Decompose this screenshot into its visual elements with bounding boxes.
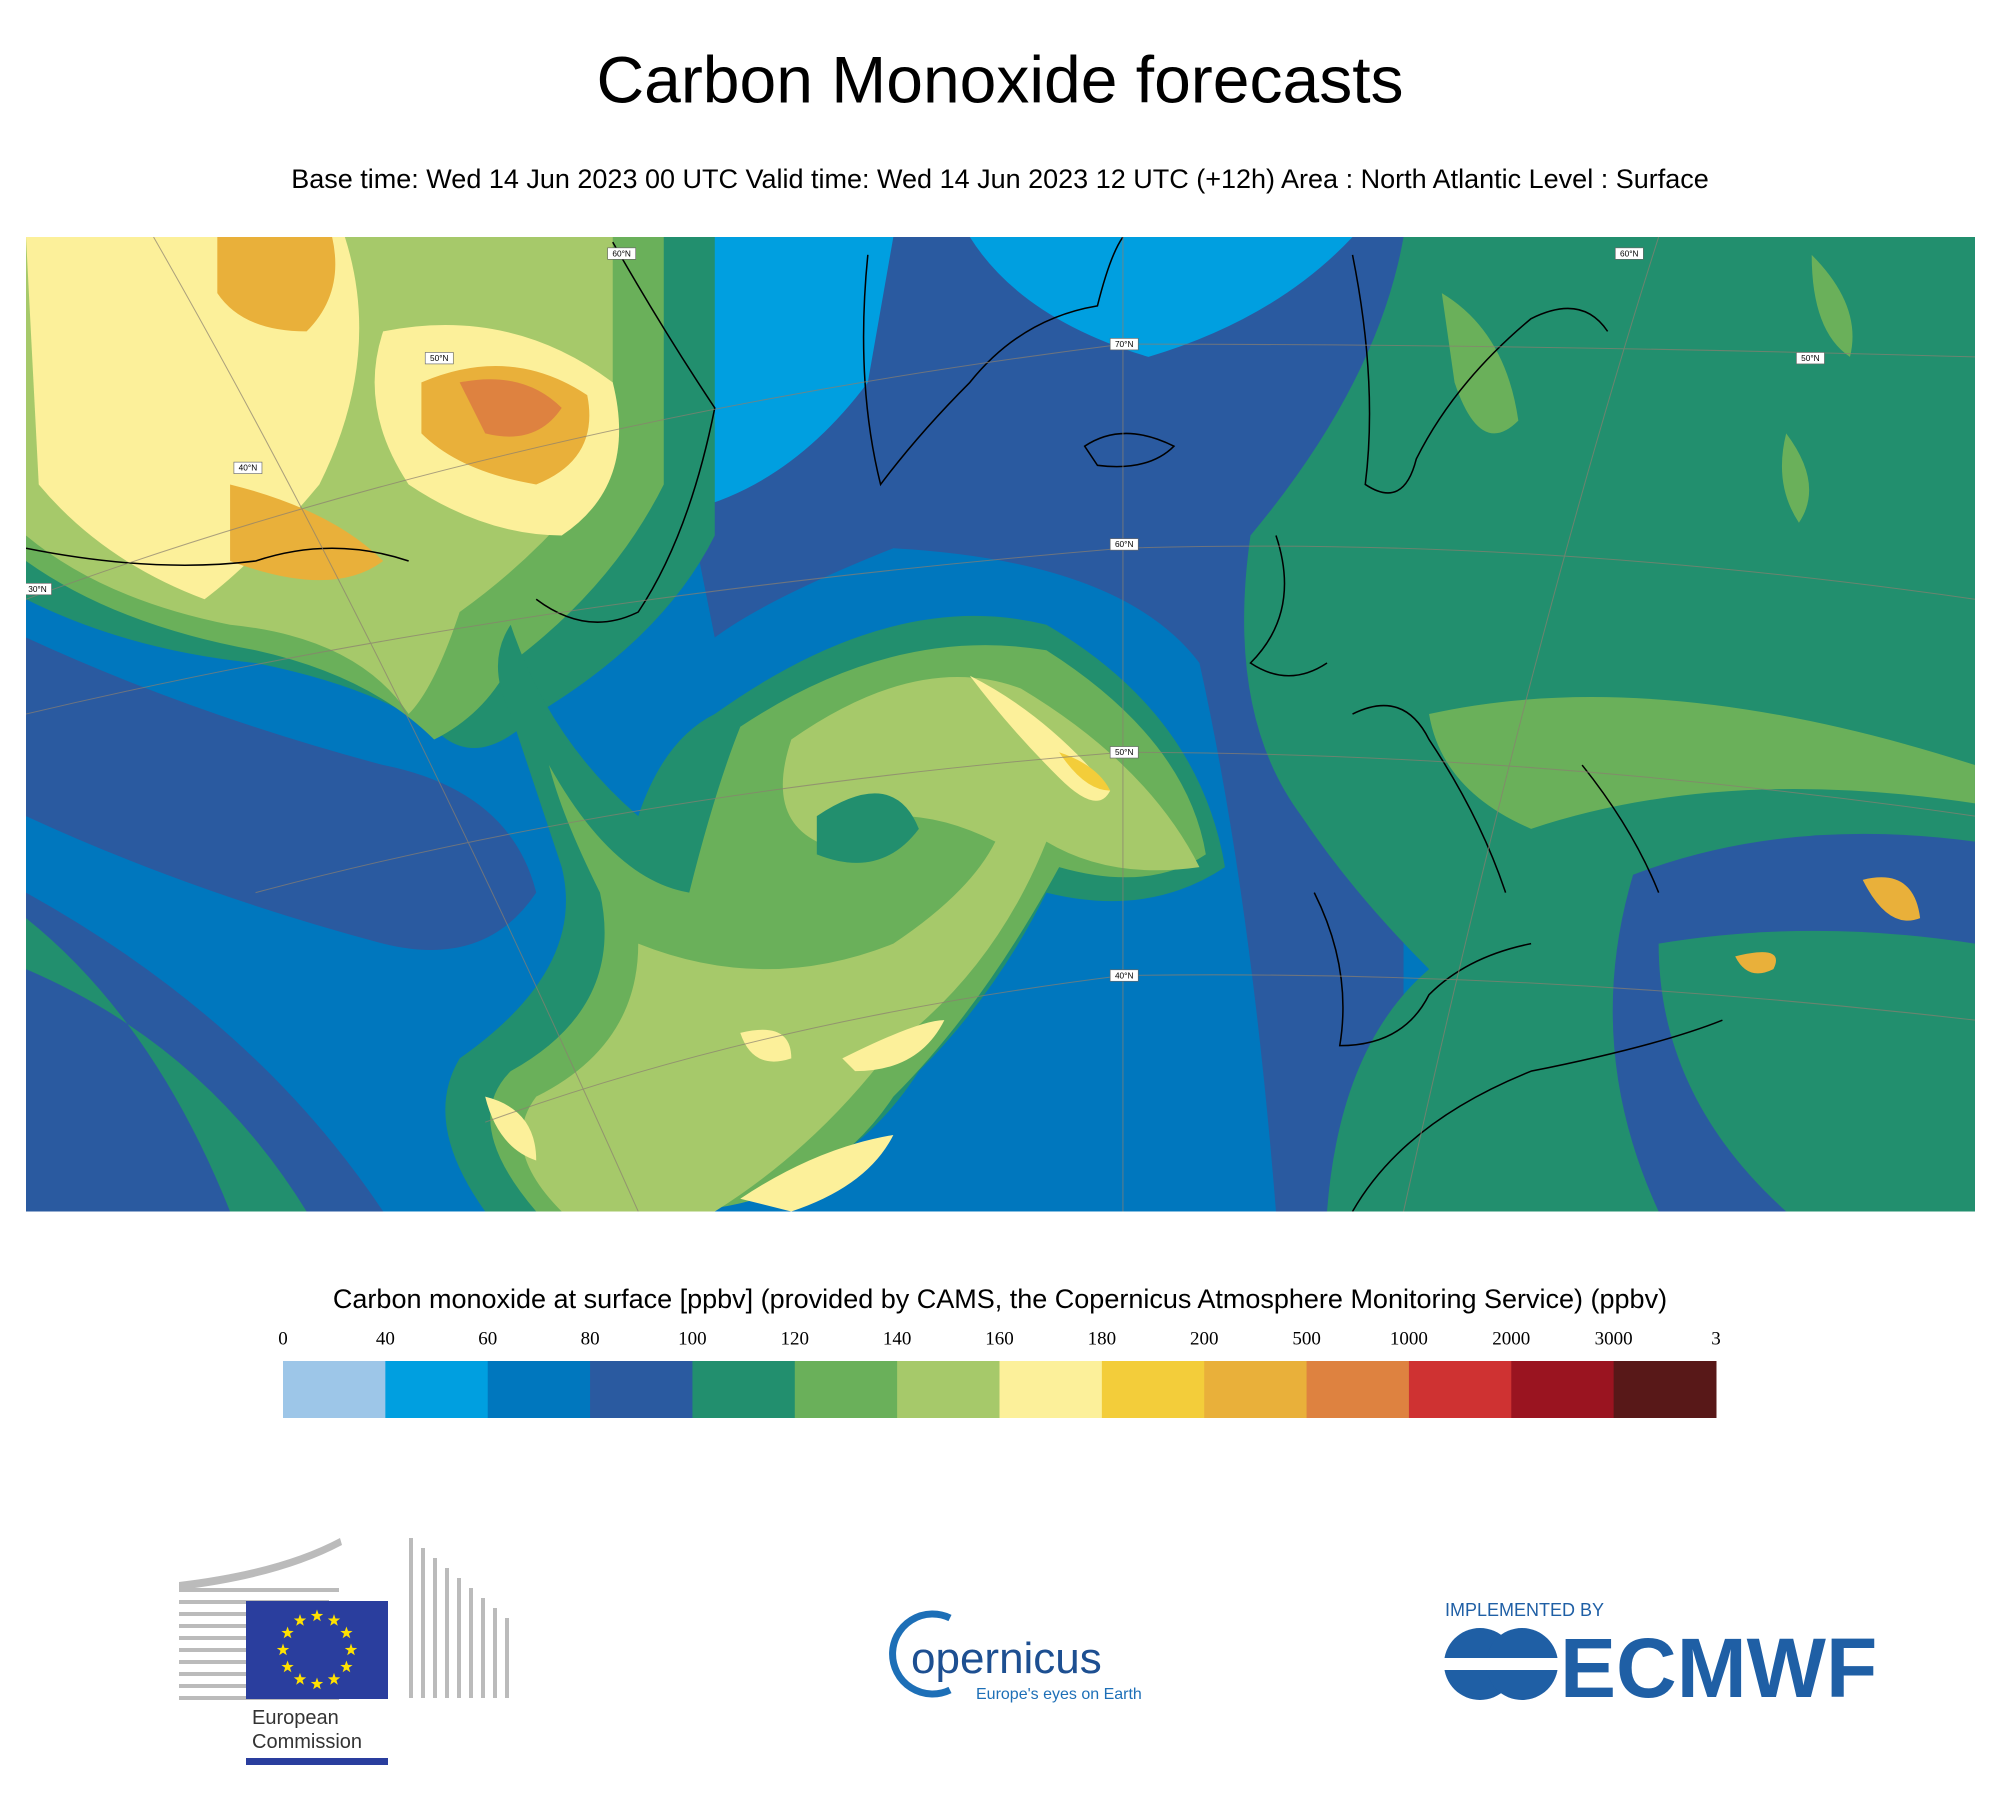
colorbar-bin [487,1361,591,1418]
eu-star [293,1614,307,1626]
lat-label: 70°N [1115,339,1134,349]
eu-star [344,1643,358,1656]
colorbar-tick-label: 2000 [1492,1328,1530,1349]
ec-line1: European [252,1707,339,1729]
colorbar-bin [1101,1361,1205,1418]
eu-star [327,1672,341,1685]
lat-label-box [424,352,454,365]
colorbar-bin [283,1361,386,1418]
eu-star [310,1677,324,1690]
colorbar-tick-label: 160 [985,1328,1014,1349]
lat-label-box [1109,538,1139,551]
eu-star [276,1643,290,1656]
lat-label-box [1109,338,1139,351]
copernicus-logo: opernicus Europe's eyes on Earth [889,1610,1142,1703]
colorbar-bin [1204,1361,1308,1418]
lat-label: 40°N [239,463,258,473]
lat-label: 60°N [1115,539,1134,549]
lat-label: 60°N [1620,248,1639,258]
lat-label-box [607,247,637,260]
colorbar-tick-label: 140 [883,1328,912,1349]
colorbar-bin [1613,1361,1717,1418]
lat-label-box [1109,969,1139,982]
colorbar-bin [692,1361,796,1418]
colorbar-bin [1306,1361,1410,1418]
lat-label-box [1614,247,1644,260]
lat-label: 30°N [28,584,47,594]
lat-label: 50°N [1115,747,1134,757]
eu-star [327,1614,341,1626]
colorbar-tick-label: 1000 [1390,1328,1428,1349]
lat-label: 40°N [1115,970,1134,980]
colorbar-tick-label: 80 [581,1328,600,1349]
colorbar-tick-label: 40 [376,1328,395,1349]
colorbar-bin [1511,1361,1615,1418]
lat-label: 50°N [1801,353,1820,363]
colorbar: 0 40 60 80 100 120 140 160 180 200 500 1000 2000 3000… [278,1328,1721,1418]
ecmwf-logo: IMPLEMENTED BY ECMWF [1440,1600,1877,1715]
eu-star [340,1626,353,1639]
eu-star [281,1660,294,1673]
ecmwf-name: ECMWF [1560,1621,1877,1715]
lat-label-box [1796,352,1825,365]
colorbar-bin [385,1361,489,1418]
subtitle: Base time: Wed 14 Jun 2023 00 UTC Valid … [291,164,1709,194]
colorbar-tick-label: 200 [1190,1328,1219,1349]
colorbar-tick-label: 500 [1292,1328,1321,1349]
lat-label: 50°N [430,353,449,363]
lat-label-box [1109,746,1139,759]
colorbar-tick-label: 60 [478,1328,497,1349]
eu-star [340,1660,353,1673]
colorbar-tick-label: 100 [678,1328,707,1349]
copernicus-name: opernicus [911,1634,1102,1683]
colorbar-tick-label: 3000 [1595,1328,1633,1349]
ec-line2: Commission [252,1731,362,1753]
ec-logo: European Commission [179,1538,509,1765]
ecmwf-pre: IMPLEMENTED BY [1445,1600,1604,1620]
eu-star [281,1626,294,1639]
colorbar-bin [999,1361,1103,1418]
map: 60°N 50°N 40°N 30°N 70°N 60°N 50°N 40°N 60°N 50°N [25,236,1975,1212]
eu-star [293,1672,307,1685]
colorbar-title: Carbon monoxide at surface [ppbv] (provi… [333,1284,1667,1314]
colorbar-bin [590,1361,693,1418]
colorbar-tick-label: 120 [781,1328,810,1349]
lat-label-box [233,461,263,474]
colorbar-tick-label: 3 [1711,1328,1721,1349]
colorbar-bin [1408,1361,1512,1418]
lat-label-box [25,582,52,596]
lat-label: 60°N [612,248,631,258]
eu-star [310,1609,324,1622]
title: Carbon Monoxide forecasts [596,42,1403,116]
colorbar-tick-label: 180 [1088,1328,1117,1349]
colorbar-bin [794,1361,898,1418]
copernicus-tagline: Europe's eyes on Earth [976,1686,1142,1703]
colorbar-bin [897,1361,1000,1418]
colorbar-tick-label: 0 [278,1328,288,1349]
